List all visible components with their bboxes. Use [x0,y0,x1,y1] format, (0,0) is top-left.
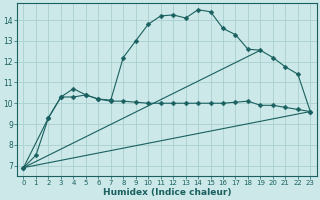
X-axis label: Humidex (Indice chaleur): Humidex (Indice chaleur) [103,188,231,197]
